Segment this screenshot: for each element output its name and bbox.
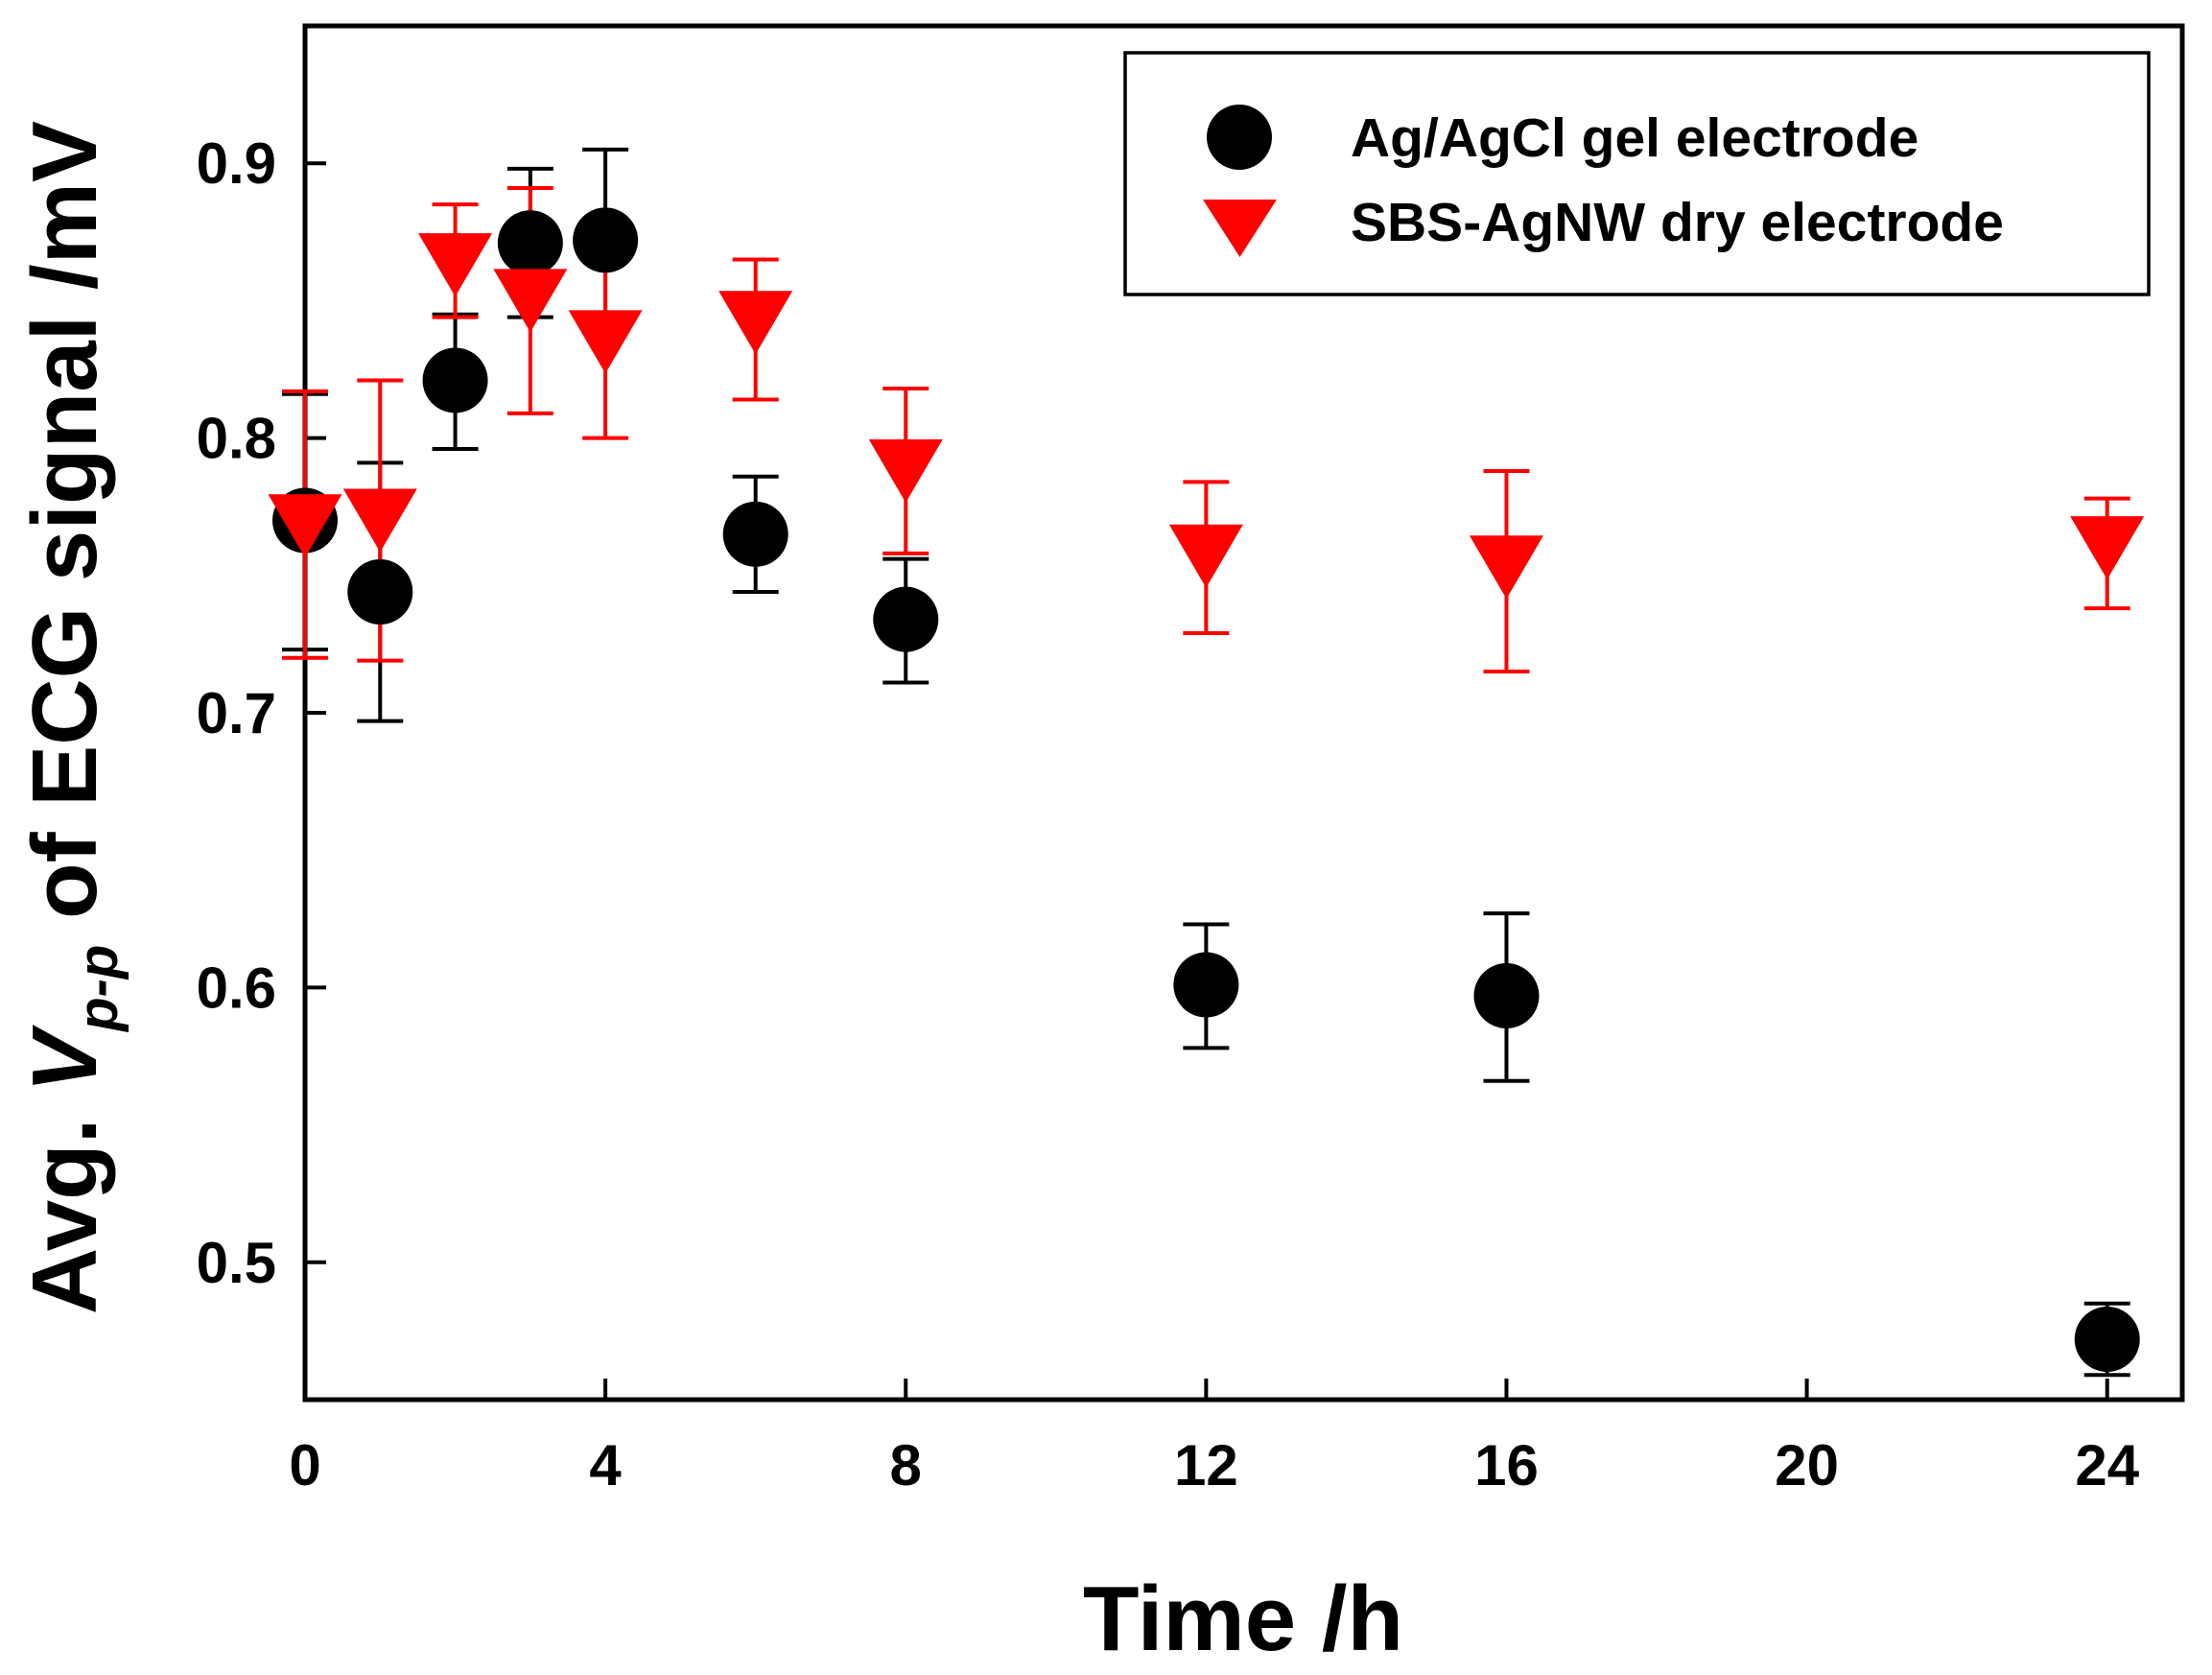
x-tick-label: 24 [2075,1433,2139,1498]
data-point-series-2 [2070,516,2145,580]
legend-label-series-2: SBS-AgNW dry electrode [1351,192,2004,253]
x-axis-title: Time /h [1083,1568,1403,1670]
data-point-series-1 [347,558,413,625]
x-axis-ticks: 0 4 8 12 16 20 24 [289,1379,2140,1498]
data-point-series-1 [1173,952,1239,1018]
data-point-series-2 [342,488,417,553]
x-tick-label: 16 [1474,1433,1539,1498]
data-point-series-1 [497,210,563,276]
y-axis-title: Avg. Vp-p of ECG signal /mV [13,121,129,1314]
y-axis-title-symbol: V [13,1025,116,1093]
legend-marker-series-2 [1203,200,1277,257]
data-point-series-1 [422,347,488,413]
legend: Ag/AgCl gel electrode SBS-AgNW dry elect… [1123,51,2151,296]
legend-marker-series-1 [1207,105,1272,170]
legend-box [1123,51,2151,296]
x-tick-label: 4 [589,1433,622,1498]
y-tick-label: 0.8 [197,407,276,471]
error-bars [282,147,2130,1378]
data-point-series-1 [2074,1306,2140,1372]
data-point-series-2 [718,291,793,355]
data-point-series-2 [418,233,493,297]
y-tick-label: 0.9 [197,131,276,196]
y-axis-title-prefix: Avg. [13,1093,116,1314]
x-tick-label: 20 [1775,1433,1839,1498]
legend-label-series-1: Ag/AgCl gel electrode [1351,107,1918,169]
x-tick-label: 8 [890,1433,922,1498]
y-axis-title-suffix: of ECG signal /mV [13,121,116,945]
data-point-series-2 [568,310,643,374]
data-markers [268,207,2145,1372]
x-tick-label: 0 [289,1433,320,1498]
data-point-series-2 [493,269,568,333]
data-point-series-2 [1469,535,1543,600]
data-point-series-1 [873,586,939,652]
y-tick-label: 0.5 [197,1231,276,1295]
y-tick-label: 0.6 [197,955,276,1020]
y-axis-ticks: 0.5 0.6 0.7 0.8 0.9 [197,131,326,1295]
data-point-series-2 [1168,524,1243,588]
data-point-series-1 [573,207,639,273]
data-point-series-2 [268,494,342,558]
y-tick-label: 0.7 [197,681,276,745]
x-tick-label: 12 [1174,1433,1238,1498]
data-point-series-1 [1473,962,1540,1028]
data-point-series-1 [722,501,788,567]
data-point-series-2 [868,438,943,503]
y-axis-title-subscript: p-p [67,945,129,1033]
